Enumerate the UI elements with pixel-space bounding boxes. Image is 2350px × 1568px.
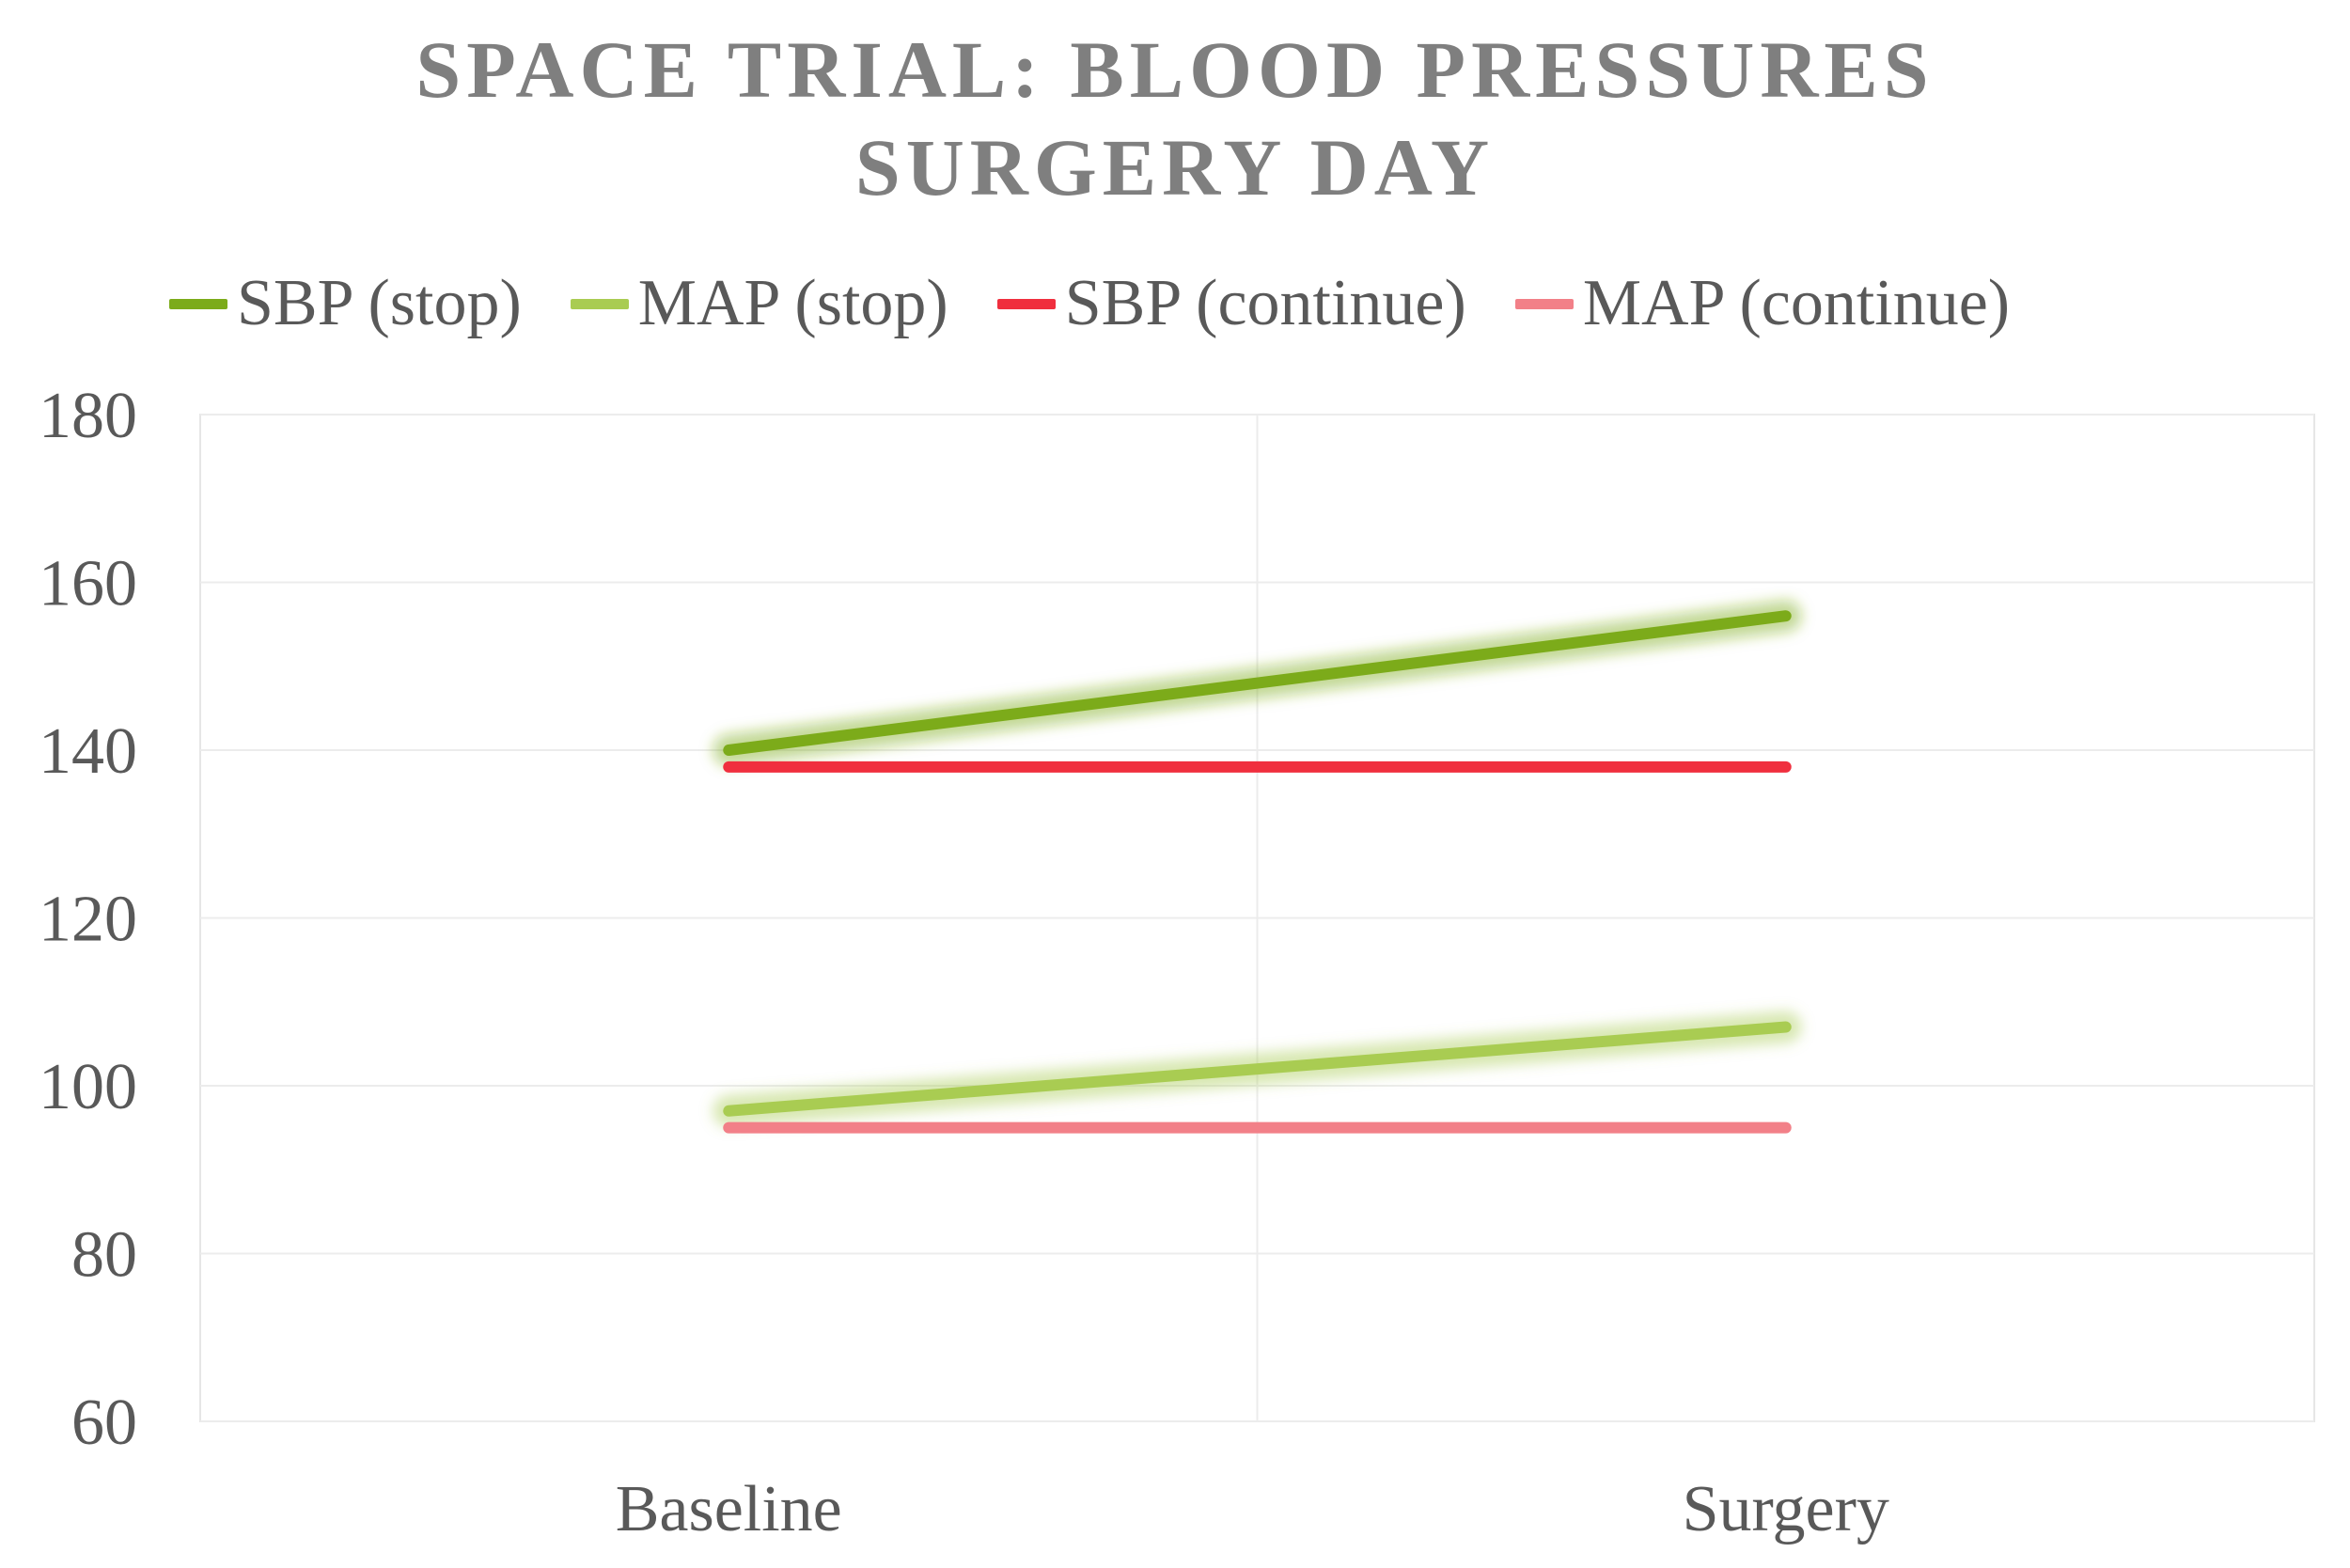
y-tick-label-140: 140 — [39, 715, 137, 788]
legend-label-map-continue: MAP (continue) — [1582, 267, 2011, 339]
legend-swatch-map-stop — [570, 298, 629, 309]
legend-label-sbp-continue: SBP (continue) — [1064, 267, 1466, 339]
legend-label-sbp-stop: SBP (stop) — [237, 267, 522, 339]
gridlines — [199, 414, 2315, 1422]
series-line-sbp-stop — [723, 610, 1792, 756]
legend-label-map-stop: MAP (stop) — [637, 267, 948, 339]
legend-item-map-continue: MAP (continue) — [1514, 266, 2011, 341]
y-tick-label-60: 60 — [71, 1387, 137, 1459]
series-line-map-stop — [723, 1021, 1792, 1117]
y-tick-label-80: 80 — [71, 1219, 137, 1292]
y-tick-label-180: 180 — [39, 380, 137, 452]
legend-swatch-sbp-stop — [169, 298, 227, 309]
y-tick-label-160: 160 — [39, 548, 137, 620]
y-tick-label-120: 120 — [39, 884, 137, 956]
legend-item-sbp-stop: SBP (stop) — [169, 266, 522, 341]
legend-swatch-map-continue — [1514, 298, 1574, 309]
x-tick-label-surgery: Surgery — [1683, 1473, 1889, 1545]
legend-item-sbp-continue: SBP (continue) — [996, 266, 1466, 341]
x-tick-label-baseline: Baseline — [616, 1473, 842, 1545]
chart-title: SPACE TRIAL: BLOOD PRESSURES — [415, 24, 1935, 115]
series-lines — [713, 600, 1802, 1144]
y-tick-label-100: 100 — [39, 1051, 137, 1123]
legend-swatch-sbp-continue — [996, 298, 1056, 309]
chart-subtitle: SURGERY DAY — [854, 122, 1496, 212]
legend-item-map-stop: MAP (stop) — [570, 266, 948, 341]
chart-title-block: SPACE TRIAL: BLOOD PRESSURES SURGERY DAY — [0, 21, 2350, 216]
chart-legend: SBP (stop) MAP (stop) SBP (continue) MAP… — [169, 261, 2059, 346]
axes: 180 160 140 120 100 80 60 Baseline Surgery — [39, 380, 1889, 1545]
